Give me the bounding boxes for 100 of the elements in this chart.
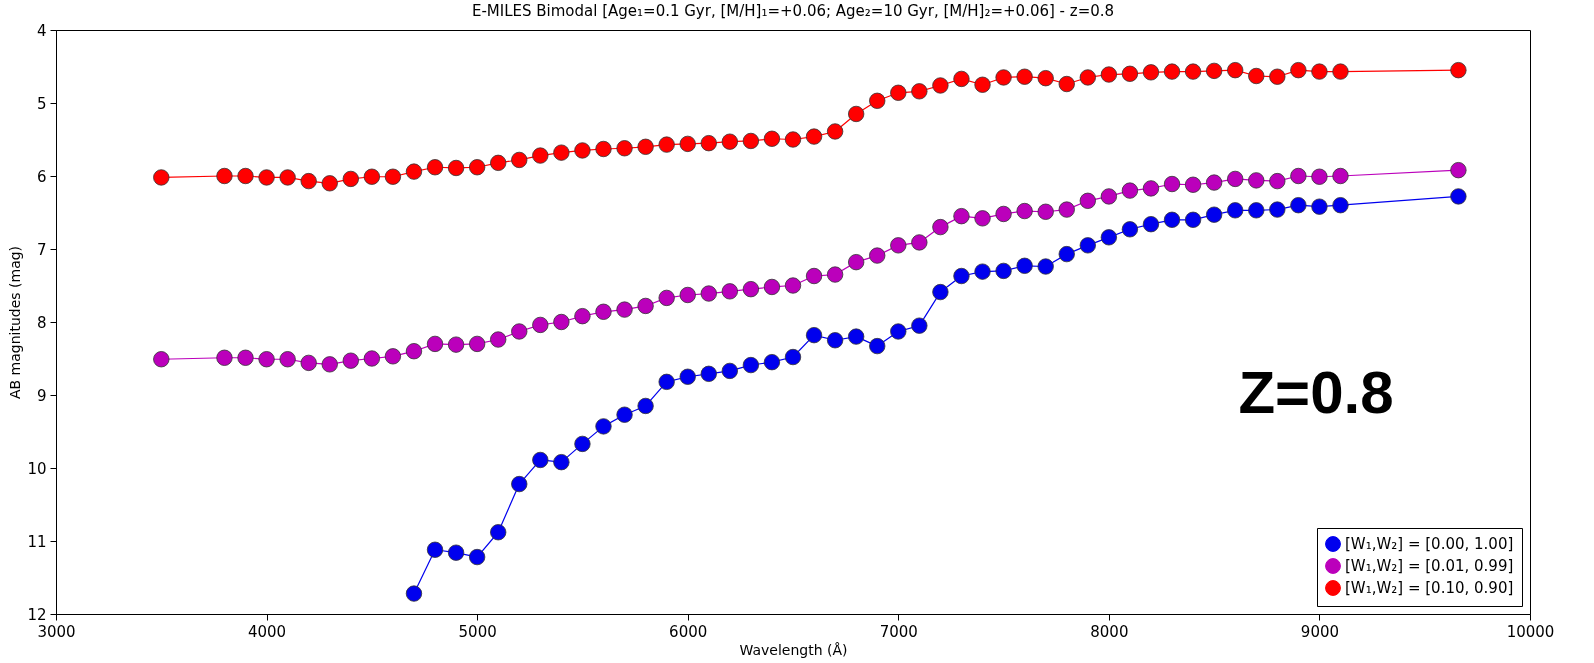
point [153, 351, 170, 368]
point [974, 76, 991, 93]
point [616, 406, 633, 423]
y-tick-label: 7 [36, 240, 47, 259]
point [658, 373, 675, 390]
x-tick-label: 10000 [1506, 622, 1555, 641]
point [763, 278, 781, 296]
y-tick-label: 10 [27, 459, 47, 478]
point [784, 348, 802, 366]
point [532, 451, 549, 469]
point [300, 354, 317, 372]
point [279, 351, 296, 368]
chart-title: E-MILES Bimodal [Age₁=0.1 Gyr, [M/H]₁=+0.06; Age₂=10 Gyr, [M/H]₂=+0.06] - z=0.8 [471, 2, 1115, 20]
point [700, 285, 717, 302]
point [511, 151, 528, 169]
point [1290, 167, 1307, 185]
point [532, 316, 549, 334]
point [658, 136, 675, 153]
point [1058, 245, 1075, 263]
point [1450, 162, 1467, 179]
point [616, 140, 633, 157]
point [1290, 62, 1307, 79]
point [974, 210, 991, 227]
point [1037, 258, 1054, 275]
point [700, 135, 717, 152]
point [679, 286, 696, 304]
point [1332, 167, 1349, 185]
point [869, 337, 886, 355]
point [1227, 170, 1244, 188]
point [553, 313, 570, 331]
point [826, 123, 844, 140]
point [574, 308, 591, 325]
point [869, 247, 886, 264]
point [805, 128, 823, 145]
point [1121, 65, 1139, 82]
point [1311, 63, 1328, 80]
point [511, 475, 528, 493]
point [953, 208, 970, 225]
point [1248, 202, 1265, 219]
point [805, 267, 823, 285]
point [1079, 237, 1096, 254]
point [1100, 229, 1117, 246]
point [469, 335, 486, 353]
point [1290, 197, 1307, 214]
x-tick-label: 4000 [247, 622, 287, 641]
point [1016, 68, 1033, 85]
point [1058, 201, 1075, 218]
point [405, 585, 423, 602]
point [721, 283, 738, 300]
point [553, 454, 570, 471]
point [890, 323, 907, 340]
point [890, 237, 907, 254]
point [911, 317, 928, 334]
point [974, 263, 991, 280]
point [953, 267, 970, 285]
point [1248, 172, 1265, 189]
y-tick-label: 9 [36, 386, 47, 405]
point [1142, 64, 1160, 81]
point [932, 283, 949, 301]
point [595, 140, 612, 158]
point [1142, 216, 1160, 233]
point [1184, 176, 1202, 193]
point [258, 351, 275, 368]
point [1184, 63, 1202, 80]
point [679, 135, 696, 153]
y-tick-label: 5 [36, 94, 47, 113]
y-tick-label: 6 [36, 167, 47, 186]
legend-label: [W₁,W₂] = [0.10, 0.90] [1345, 579, 1514, 597]
point [342, 352, 359, 369]
point [637, 138, 654, 155]
point [553, 144, 570, 161]
point [1121, 182, 1139, 199]
point [447, 544, 465, 561]
point [721, 133, 738, 150]
point [1311, 198, 1328, 215]
point [447, 336, 465, 353]
point [258, 169, 275, 186]
point [1163, 63, 1181, 80]
point [153, 169, 170, 186]
point [637, 397, 654, 415]
point [616, 301, 633, 318]
point [1269, 201, 1286, 218]
x-axis-title: Wavelength (Å) [739, 641, 848, 658]
point [426, 541, 444, 558]
point [279, 169, 296, 186]
point [1269, 68, 1286, 85]
point [237, 349, 254, 366]
point [1450, 188, 1467, 205]
point [911, 83, 928, 100]
point [679, 368, 696, 385]
point [363, 168, 380, 185]
point [700, 365, 717, 382]
x-tick-label: 6000 [669, 622, 708, 641]
point [490, 154, 507, 171]
legend-label: [W₁,W₂] = [0.01, 0.99] [1345, 557, 1514, 575]
point [1269, 172, 1286, 190]
point [637, 297, 654, 315]
point [1206, 62, 1223, 80]
point [826, 266, 844, 283]
point [995, 205, 1012, 223]
